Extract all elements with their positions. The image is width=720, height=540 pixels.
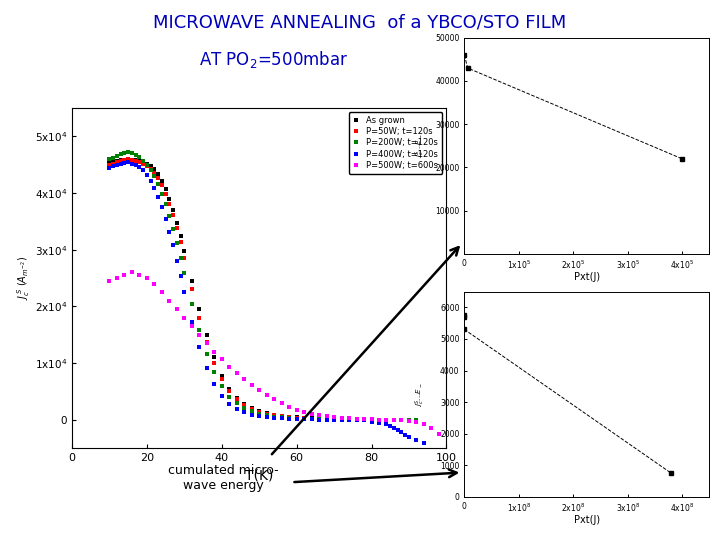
- P=200W; t=120s: [285, 415, 294, 421]
- P=500W; t=600s: [300, 409, 308, 415]
- P=500W; t=600s: [120, 272, 129, 279]
- Line: P=200W; t=120s: P=200W; t=120s: [107, 150, 418, 422]
- P=400W; t=120s: [420, 440, 428, 446]
- Text: AT PO$_2$=500mbar: AT PO$_2$=500mbar: [199, 49, 348, 70]
- P=500W; t=600s: [397, 417, 406, 423]
- Line: As grown: As grown: [107, 157, 418, 422]
- As grown: [285, 414, 294, 420]
- P=400W; t=120s: [109, 163, 117, 170]
- P=500W; t=600s: [427, 425, 436, 431]
- P=400W; t=120s: [270, 415, 279, 421]
- Line: P=50W; t=120s: P=50W; t=120s: [107, 157, 418, 422]
- P=500W; t=600s: [112, 275, 121, 281]
- P=500W; t=600s: [352, 415, 361, 422]
- P=500W; t=600s: [255, 387, 264, 393]
- P=500W; t=600s: [367, 416, 376, 423]
- Line: P=400W; t=120s: P=400W; t=120s: [107, 160, 426, 444]
- P=50W; t=120s: [270, 412, 279, 418]
- P=500W; t=600s: [105, 278, 114, 284]
- As grown: [124, 156, 132, 162]
- P=200W; t=120s: [124, 149, 132, 156]
- P=500W; t=600s: [158, 289, 166, 295]
- As grown: [412, 417, 420, 423]
- As grown: [390, 416, 398, 423]
- X-axis label: T(K): T(K): [245, 469, 274, 483]
- P=500W; t=600s: [285, 403, 294, 410]
- As grown: [105, 159, 114, 165]
- P=500W; t=600s: [240, 376, 248, 382]
- P=500W; t=600s: [248, 381, 256, 388]
- P=50W; t=120s: [412, 417, 420, 423]
- P=50W; t=120s: [405, 417, 413, 423]
- P=400W; t=120s: [124, 159, 132, 166]
- Text: cumulated micro-
wave energy: cumulated micro- wave energy: [168, 464, 279, 492]
- P=400W; t=120s: [105, 164, 114, 171]
- P=50W; t=120s: [105, 161, 114, 168]
- P=200W; t=120s: [120, 150, 129, 157]
- P=500W; t=600s: [323, 413, 331, 420]
- P=500W; t=600s: [307, 410, 316, 417]
- P=200W; t=120s: [105, 156, 114, 162]
- X-axis label: Pxt(J): Pxt(J): [574, 273, 600, 282]
- Legend: As grown, P=50W; t=120s, P=200W; t=120s, P=400W; t=120s, P=500W; t=600s: As grown, P=50W; t=120s, P=200W; t=120s,…: [348, 112, 442, 174]
- P=200W; t=120s: [240, 404, 248, 411]
- As grown: [217, 373, 226, 379]
- P=500W; t=600s: [225, 363, 233, 370]
- P=500W; t=600s: [390, 417, 398, 423]
- Text: $J^S_c$...$E_\sim$: $J^S_c$...$E_\sim$: [414, 382, 427, 407]
- As grown: [120, 157, 129, 163]
- P=500W; t=600s: [337, 415, 346, 421]
- Y-axis label: $J^{\,S}_{c}$ $(A_{m^{-2}})$: $J^{\,S}_{c}$ $(A_{m^{-2}})$: [15, 256, 32, 300]
- As grown: [176, 233, 185, 239]
- P=500W; t=600s: [173, 306, 181, 313]
- P=500W; t=600s: [135, 272, 144, 279]
- P=200W; t=120s: [412, 417, 420, 423]
- P=50W; t=120s: [217, 376, 226, 382]
- P=500W; t=600s: [405, 418, 413, 424]
- P=500W; t=600s: [233, 369, 241, 376]
- P=400W; t=120s: [187, 319, 196, 325]
- P=200W; t=120s: [176, 254, 185, 261]
- P=500W; t=600s: [127, 269, 136, 275]
- P=500W; t=600s: [292, 407, 301, 413]
- P=500W; t=600s: [360, 416, 369, 422]
- P=500W; t=600s: [143, 275, 151, 281]
- P=500W; t=600s: [187, 323, 196, 329]
- P=200W; t=120s: [397, 417, 406, 423]
- P=50W; t=120s: [176, 239, 185, 246]
- P=500W; t=600s: [150, 281, 158, 287]
- P=500W; t=600s: [165, 298, 174, 304]
- X-axis label: Pxt(J): Pxt(J): [574, 516, 600, 525]
- P=500W; t=600s: [277, 400, 286, 407]
- P=500W; t=600s: [412, 419, 420, 426]
- P=500W; t=600s: [345, 415, 354, 422]
- P=50W; t=120s: [240, 402, 248, 408]
- P=500W; t=600s: [315, 412, 323, 418]
- P=50W; t=120s: [285, 414, 294, 421]
- P=500W; t=600s: [195, 332, 204, 338]
- P=500W; t=600s: [382, 416, 391, 423]
- Text: MICROWAVE ANNEALING  of a YBCO/STO FILM: MICROWAVE ANNEALING of a YBCO/STO FILM: [153, 14, 567, 31]
- P=500W; t=600s: [180, 314, 189, 321]
- Line: P=500W; t=600s: P=500W; t=600s: [107, 271, 441, 436]
- P=500W; t=600s: [374, 416, 383, 423]
- P=500W; t=600s: [435, 431, 444, 437]
- P=500W; t=600s: [270, 396, 279, 403]
- P=50W; t=120s: [124, 156, 132, 162]
- Text: $J^S_c$...$E_\sim$: $J^S_c$...$E_\sim$: [414, 133, 427, 158]
- P=400W; t=120s: [292, 416, 301, 422]
- P=200W; t=120s: [270, 413, 279, 420]
- As grown: [270, 411, 279, 418]
- P=500W; t=600s: [330, 414, 338, 420]
- P=500W; t=600s: [420, 421, 428, 428]
- P=500W; t=600s: [210, 349, 219, 355]
- P=200W; t=120s: [217, 383, 226, 390]
- P=400W; t=120s: [352, 416, 361, 423]
- P=50W; t=120s: [120, 157, 129, 164]
- P=400W; t=120s: [307, 416, 316, 423]
- P=500W; t=600s: [202, 340, 211, 347]
- P=500W; t=600s: [217, 356, 226, 362]
- P=500W; t=600s: [262, 392, 271, 398]
